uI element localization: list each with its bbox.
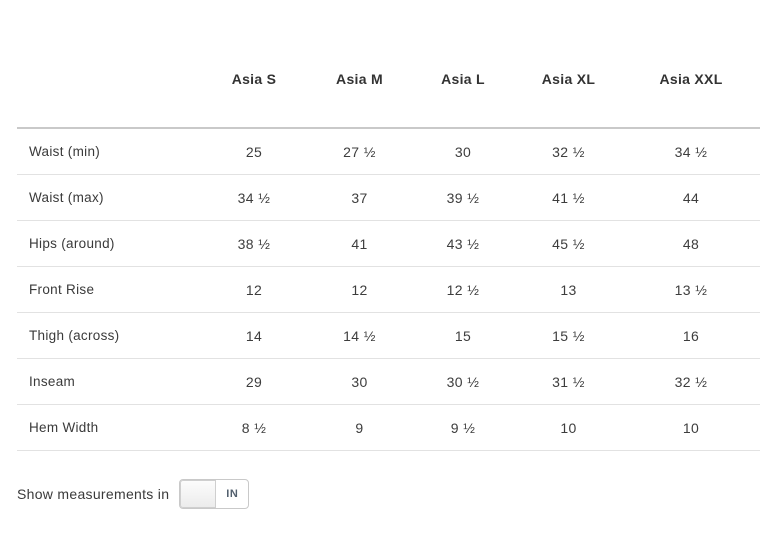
cell: 30: [411, 128, 515, 175]
cell: 14 ½: [308, 312, 411, 359]
table-row-waist-max: Waist (max) 34 ½ 37 39 ½ 41 ½ 44: [17, 174, 760, 221]
cell: 34 ½: [200, 174, 308, 221]
row-label: Waist (max): [17, 174, 200, 221]
cell: 30: [308, 358, 411, 405]
row-label: Front Rise: [17, 266, 200, 313]
cell: 10: [622, 404, 760, 451]
row-label: Hem Width: [17, 404, 200, 451]
column-header-asia-l: Asia L: [411, 0, 515, 129]
cell: 44: [622, 174, 760, 221]
cell: 32 ½: [622, 358, 760, 405]
table-row-hips-around: Hips (around) 38 ½ 41 43 ½ 45 ½ 48: [17, 220, 760, 267]
cell: 32 ½: [515, 128, 622, 175]
cell: 37: [308, 174, 411, 221]
cell: 41: [308, 220, 411, 267]
cell: 31 ½: [515, 358, 622, 405]
cell: 29: [200, 358, 308, 405]
toggle-knob[interactable]: [180, 480, 217, 508]
cell: 15: [411, 312, 515, 359]
cell: 9: [308, 404, 411, 451]
cell: 9 ½: [411, 404, 515, 451]
row-label: Inseam: [17, 358, 200, 405]
cell: 16: [622, 312, 760, 359]
unit-toggle[interactable]: IN: [179, 479, 250, 509]
cell: 12: [200, 266, 308, 313]
cell: 48: [622, 220, 760, 267]
measurement-unit-control: Show measurements in IN: [17, 479, 778, 509]
cell: 38 ½: [200, 220, 308, 267]
row-label: Thigh (across): [17, 312, 200, 359]
size-chart-table: Asia S Asia M Asia L Asia XL Asia XXL Wa…: [17, 0, 760, 451]
cell: 8 ½: [200, 404, 308, 451]
cell: 10: [515, 404, 622, 451]
cell: 45 ½: [515, 220, 622, 267]
column-header-asia-m: Asia M: [308, 0, 411, 129]
cell: 13: [515, 266, 622, 313]
table-row-waist-min: Waist (min) 25 27 ½ 30 32 ½ 34 ½: [17, 128, 760, 175]
cell: 34 ½: [622, 128, 760, 175]
row-label: Waist (min): [17, 128, 200, 175]
table-row-inseam: Inseam 29 30 30 ½ 31 ½ 32 ½: [17, 358, 760, 405]
cell: 30 ½: [411, 358, 515, 405]
table-row-thigh-across: Thigh (across) 14 14 ½ 15 15 ½ 16: [17, 312, 760, 359]
unit-label: IN: [226, 488, 239, 500]
cell: 15 ½: [515, 312, 622, 359]
cell: 25: [200, 128, 308, 175]
column-header-asia-s: Asia S: [200, 0, 308, 129]
table-row-front-rise: Front Rise 12 12 12 ½ 13 13 ½: [17, 266, 760, 313]
column-header-asia-xxl: Asia XXL: [622, 0, 760, 129]
cell: 27 ½: [308, 128, 411, 175]
footer-label: Show measurements in: [17, 486, 170, 502]
cell: 43 ½: [411, 220, 515, 267]
cell: 12: [308, 266, 411, 313]
table-row-hem-width: Hem Width 8 ½ 9 9 ½ 10 10: [17, 404, 760, 451]
cell: 13 ½: [622, 266, 760, 313]
corner-cell: [17, 0, 200, 129]
cell: 39 ½: [411, 174, 515, 221]
cell: 12 ½: [411, 266, 515, 313]
header-row: Asia S Asia M Asia L Asia XL Asia XXL: [17, 0, 760, 129]
column-header-asia-xl: Asia XL: [515, 0, 622, 129]
row-label: Hips (around): [17, 220, 200, 267]
cell: 41 ½: [515, 174, 622, 221]
cell: 14: [200, 312, 308, 359]
